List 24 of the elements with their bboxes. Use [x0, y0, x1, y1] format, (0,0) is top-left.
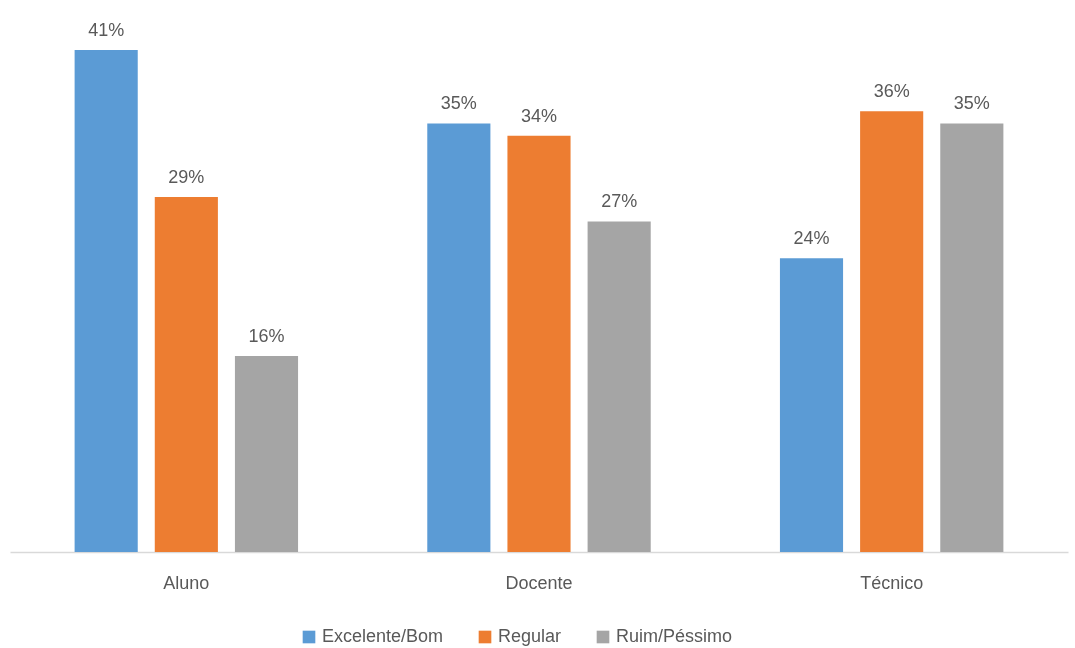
legend-label: Excelente/Bom — [322, 626, 444, 646]
bar — [74, 50, 138, 552]
bar — [427, 123, 491, 552]
bar — [154, 196, 218, 552]
bar — [507, 135, 571, 552]
data-label: 24% — [793, 228, 830, 249]
x-tick-label: Aluno — [163, 572, 210, 593]
data-label: 41% — [88, 20, 125, 40]
legend-label: Regular — [498, 626, 562, 646]
bar — [234, 356, 299, 552]
bar — [860, 111, 924, 552]
data-label: 29% — [168, 166, 205, 187]
data-label: 16% — [248, 326, 285, 347]
bar — [587, 221, 651, 552]
x-tick-label: Técnico — [860, 572, 924, 593]
x-tick-label: Docente — [505, 572, 573, 593]
data-label: 36% — [873, 81, 910, 102]
data-label: 35% — [440, 93, 477, 114]
data-label: 35% — [953, 93, 990, 114]
legend-label: Ruim/Péssimo — [616, 626, 733, 646]
bar — [779, 258, 844, 552]
data-label: 27% — [601, 191, 638, 212]
data-label: 34% — [520, 105, 558, 126]
bar — [940, 123, 1004, 552]
